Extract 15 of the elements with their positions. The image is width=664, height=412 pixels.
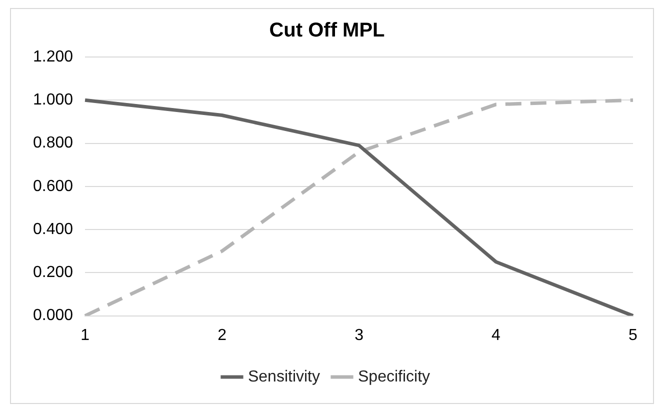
chart-title: Cut Off MPL [269, 20, 385, 42]
x-tick-label: 4 [492, 326, 501, 344]
y-tick-label: 1.000 [32, 92, 74, 109]
x-tick-label: 5 [628, 326, 638, 344]
y-tick-label: 0.600 [32, 178, 74, 195]
x-tick-label: 1 [80, 326, 90, 344]
x-tick-label: 3 [354, 326, 364, 344]
y-tick-label: 1.200 [32, 48, 74, 66]
legend-label: Specificity [358, 368, 430, 386]
y-tick-label: 0.000 [32, 307, 74, 324]
y-tick-label: 0.400 [32, 220, 74, 238]
y-tick-label: 0.800 [32, 134, 74, 152]
y-tick-label: 0.200 [32, 264, 74, 282]
x-tick-label: 2 [218, 326, 227, 344]
legend-label: Sensitivity [248, 368, 320, 386]
